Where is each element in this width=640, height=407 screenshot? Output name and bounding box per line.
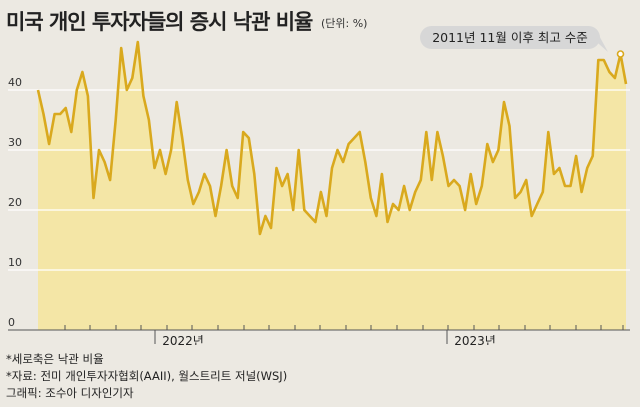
callout-box: [420, 26, 600, 49]
x-tick-label: 2023년: [454, 334, 496, 345]
callout-text: 2011년 11월 이후 최고 수준: [432, 30, 588, 45]
footnote-source: *자료: 전미 개인투자자협회(AAII), 월스트리트 저널(WSJ): [6, 369, 288, 383]
footnote-axis: *세로축은 낙관 비율: [6, 352, 104, 366]
y-tick-label-0: 0: [8, 316, 15, 329]
callout-pointer: [590, 30, 608, 52]
series-line: [36, 40, 628, 236]
area-fill: [38, 42, 626, 330]
y-tick-label-10: 10: [8, 256, 22, 269]
x-tick-label: 2022년: [162, 334, 204, 345]
chart-title: 미국 개인 투자자들의 증시 낙관 비율: [6, 10, 313, 34]
y-tick-label-30: 30: [8, 136, 22, 149]
peak-marker: [616, 50, 625, 58]
footnotes: *세로축은 낙관 비율 *자료: 전미 개인투자자협회(AAII), 월스트리트…: [6, 351, 287, 402]
y-tick-label-20: 20: [8, 196, 22, 209]
y-tick-label-40: 40: [8, 76, 22, 89]
footnote-credit: 그래픽: 조수아 디자인기자: [6, 386, 134, 400]
optimism-area-chart: 0 10 20 30 40 2022년 2023년 2011년 11월 이후 최고 수준: [8, 26, 630, 345]
unit-label: (단위: %): [321, 17, 368, 30]
